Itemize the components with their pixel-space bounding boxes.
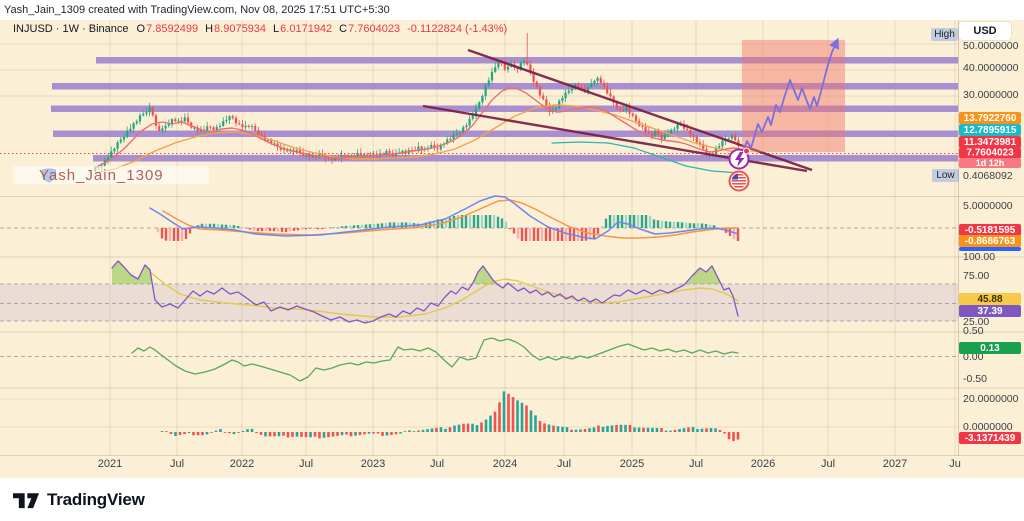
time-axis-label[interactable]: 2021	[97, 458, 123, 470]
time-axis-label[interactable]: Ju	[949, 458, 961, 470]
value-tag: -0.8686763	[959, 235, 1021, 247]
value-tag: 12.7895915	[959, 124, 1021, 136]
footer-bar: TradingView	[0, 478, 1024, 521]
axis-tick-label: -0.50	[963, 373, 987, 385]
value-tag: 0.13	[959, 342, 1021, 354]
value-tag: 11.3473981	[959, 136, 1021, 148]
tradingview-logo-icon[interactable]	[13, 490, 39, 510]
axis-tick-label: 0.0000000	[963, 421, 1013, 433]
ohlc-label: O	[136, 23, 146, 35]
time-axis-label[interactable]: Jul	[298, 458, 314, 470]
time-axis-label[interactable]: Jul	[169, 458, 185, 470]
low-badge: Low	[932, 169, 959, 182]
axis-tick-label: 100.00	[963, 251, 996, 263]
value-tag	[959, 247, 1021, 251]
ohlc-values: O7.8592499 H8.9075934 L6.0171942 C7.7604023…	[137, 23, 515, 35]
value-tag: 37.39	[959, 305, 1021, 317]
axis-tick-label: 50.0000000	[963, 40, 1019, 52]
symbol-title[interactable]: INJUSD · 1W · Binance	[13, 23, 129, 35]
high-badge: High	[931, 28, 958, 41]
axis-tick-label: 5.0000000	[963, 200, 1013, 212]
value-tag: -3.1371439	[959, 432, 1021, 444]
axis-tick-label: 25.00	[963, 316, 990, 328]
price-axis-divider	[958, 20, 959, 456]
ohlc-label: H	[205, 23, 214, 35]
ohlc-value: 8.9075934	[214, 23, 267, 35]
value-tag: -0.5181595	[959, 224, 1021, 236]
time-axis-label[interactable]: Jul	[556, 458, 572, 470]
ohlc-label: L	[273, 23, 280, 35]
value-tag: 45.88	[959, 293, 1021, 305]
tradingview-brand-text[interactable]: TradingView	[47, 489, 145, 509]
axis-tick-label: 30.0000000	[963, 89, 1019, 101]
axis-tick-label: 20.0000000	[963, 393, 1019, 405]
symbol-legend[interactable]: INJUSD · 1W · Binance O7.8592499 H8.907593…	[13, 23, 514, 35]
currency-button[interactable]: USD	[959, 22, 1011, 40]
axis-tick-label: 0.50	[963, 325, 984, 337]
value-tag: 1d 12h	[959, 158, 1021, 168]
time-axis-divider	[0, 455, 1024, 456]
attribution-bar: Yash_Jain_1309 created with TradingView.…	[0, 0, 1024, 20]
attribution-text: Yash_Jain_1309 created with TradingView.…	[4, 4, 390, 16]
time-axis-label[interactable]: Jul	[820, 458, 836, 470]
time-axis-label[interactable]: Jul	[688, 458, 704, 470]
time-axis-label[interactable]: 2027	[882, 458, 908, 470]
ohlc-value: -0.1122824 (-1.43%)	[407, 23, 508, 35]
watermark-text: Yash_Jain_1309	[39, 166, 164, 184]
ohlc-value: 7.7604023	[348, 23, 401, 35]
ohlc-value: 6.0171942	[280, 23, 333, 35]
ohlc-label: C	[339, 23, 348, 35]
time-axis-label[interactable]: 2022	[229, 458, 255, 470]
axis-tick-label: 40.0000000	[963, 62, 1019, 74]
low-value: 0.4068092	[963, 170, 1013, 182]
time-axis-label[interactable]: 2026	[750, 458, 776, 470]
time-axis-label[interactable]: 2023	[360, 458, 386, 470]
time-axis-label[interactable]: 2025	[619, 458, 645, 470]
ohlc-value: 7.8592499	[146, 23, 199, 35]
axis-tick-label: 75.00	[963, 270, 990, 282]
value-tag: 13.7922760	[959, 112, 1021, 124]
axis-tick-label: 0.00	[963, 351, 984, 363]
chart-background	[0, 20, 1024, 478]
watermark: Yash_Jain_1309	[13, 166, 209, 184]
time-axis-label[interactable]: Jul	[429, 458, 445, 470]
time-axis-label[interactable]: 2024	[492, 458, 518, 470]
value-tag: 7.7604023	[959, 147, 1021, 159]
